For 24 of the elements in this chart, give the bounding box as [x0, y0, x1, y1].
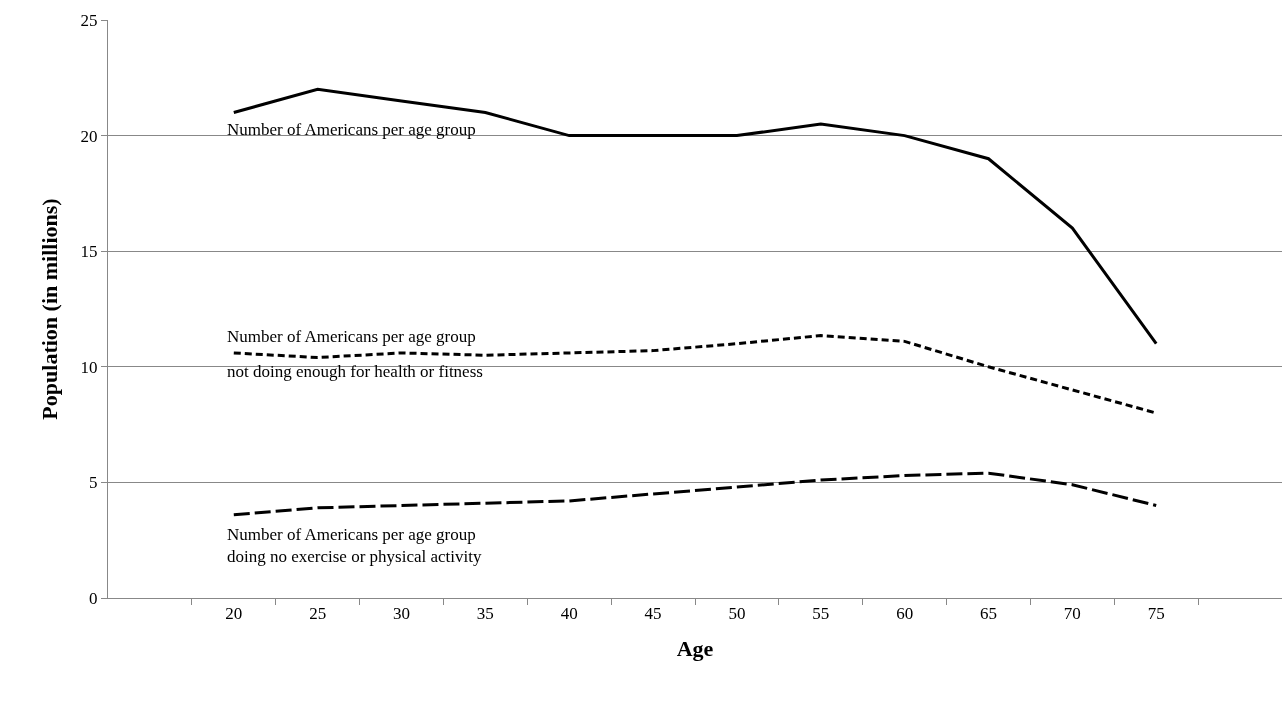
- x-tick-label: 30: [393, 604, 410, 624]
- series-label: Number of Americans per age group: [227, 120, 476, 139]
- y-tick-label: 25: [80, 10, 98, 30]
- x-tick-label: 70: [1063, 604, 1081, 624]
- x-tick-label: 75: [1147, 604, 1165, 624]
- x-tick-label: 40: [560, 604, 578, 624]
- x-tick-label: 20: [225, 604, 243, 624]
- x-tick-label: 25: [309, 604, 327, 624]
- x-tick-label: 35: [476, 604, 494, 624]
- x-tick-label: 65: [980, 604, 997, 624]
- series-label: Number of Americans per age group not doing enough for health or fitness: [227, 327, 483, 381]
- x-tick-label: 45: [644, 604, 662, 624]
- y-axis-title: Population (in millions): [37, 198, 63, 420]
- y-tick-label: 20: [80, 126, 98, 146]
- x-tick-label: 50: [728, 604, 746, 624]
- series-label: Number of Americans per age group doing no exercise or physical activity: [227, 525, 482, 567]
- y-tick-label: 0: [89, 588, 98, 608]
- y-tick-label: 5: [89, 473, 98, 493]
- line-series: [232, 471, 1158, 517]
- x-tick-label: 55: [812, 604, 830, 624]
- y-tick-label: 10: [80, 357, 98, 377]
- y-tick-label: 15: [80, 242, 98, 262]
- x-axis-title: Age: [676, 636, 714, 662]
- x-tick-label: 60: [896, 604, 914, 624]
